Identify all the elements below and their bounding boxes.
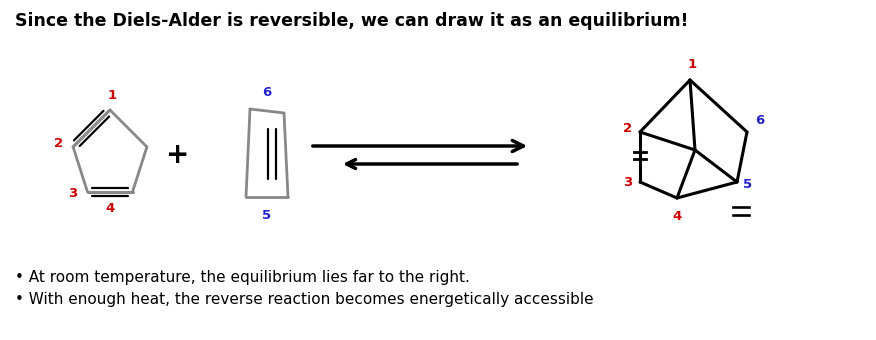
Text: 3: 3 bbox=[68, 187, 77, 200]
Text: 5: 5 bbox=[743, 177, 752, 190]
Text: 5: 5 bbox=[263, 209, 272, 222]
Text: 6: 6 bbox=[755, 114, 764, 127]
Text: 1: 1 bbox=[108, 89, 117, 102]
Text: +: + bbox=[166, 141, 190, 169]
Text: 1: 1 bbox=[688, 58, 696, 71]
Text: 4: 4 bbox=[105, 202, 115, 215]
Text: 2: 2 bbox=[623, 122, 632, 136]
Text: 2: 2 bbox=[54, 137, 63, 150]
Text: 6: 6 bbox=[263, 86, 272, 99]
Text: 4: 4 bbox=[673, 210, 682, 223]
Text: • With enough heat, the reverse reaction becomes energetically accessible: • With enough heat, the reverse reaction… bbox=[15, 292, 594, 307]
Text: 3: 3 bbox=[623, 175, 632, 188]
Text: • At room temperature, the equilibrium lies far to the right.: • At room temperature, the equilibrium l… bbox=[15, 270, 470, 285]
Text: Since the Diels-Alder is reversible, we can draw it as an equilibrium!: Since the Diels-Alder is reversible, we … bbox=[15, 12, 689, 30]
